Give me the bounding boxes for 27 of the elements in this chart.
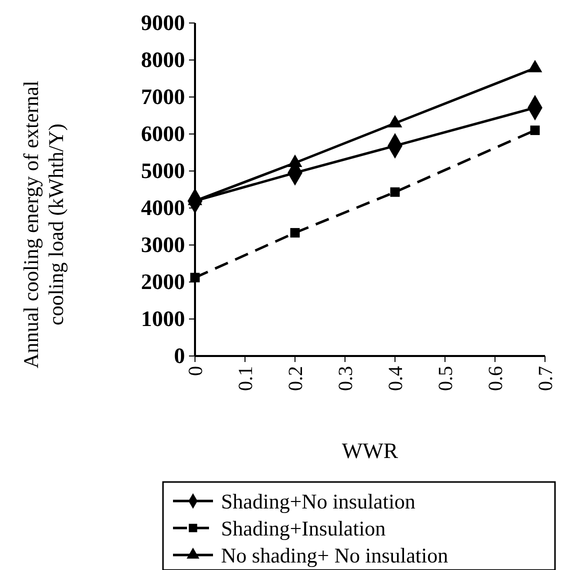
x-axis-title: WWR <box>342 438 398 463</box>
x-tick-label: 0.2 <box>285 366 307 391</box>
y-tick-label: 7000 <box>141 84 185 110</box>
y-tick-label: 2000 <box>141 269 185 294</box>
y-tick-label: 1000 <box>141 306 185 332</box>
y-tick-label: 9000 <box>141 10 185 36</box>
y-tick-label: 0 <box>174 343 185 368</box>
point <box>530 126 540 136</box>
legend-label: Shading+No insulation <box>221 489 416 514</box>
point <box>290 228 300 238</box>
point <box>390 187 400 197</box>
y-tick-label: 4000 <box>141 195 185 220</box>
x-tick-label: 0 <box>185 366 207 376</box>
y-tick-label: 8000 <box>141 47 185 72</box>
x-tick-label: 0.6 <box>485 366 507 391</box>
point <box>190 272 200 282</box>
x-tick-label: 0.1 <box>235 366 257 391</box>
x-tick-label: 0.4 <box>385 366 407 391</box>
y-tick-label: 6000 <box>141 121 185 146</box>
x-tick-label: 0.3 <box>335 366 357 391</box>
y-tick-label: 3000 <box>141 232 185 258</box>
y-tick-label: 5000 <box>141 158 185 184</box>
y-axis-title: Annual cooling energy of external cooling load (kWhth/Y) <box>19 80 68 368</box>
x-tick-label: 0.5 <box>435 366 457 391</box>
legend-label: No shading+ No insulation <box>221 543 449 568</box>
x-tick-label: 0.7 <box>535 366 557 391</box>
legend-label: Shading+Insulation <box>221 516 386 540</box>
